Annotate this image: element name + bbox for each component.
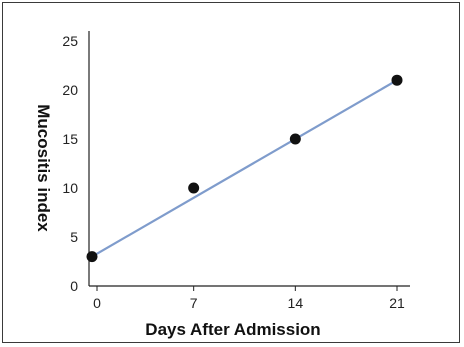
- x-axis-title: Days After Admission: [145, 320, 320, 339]
- data-point: [86, 251, 98, 263]
- data-point: [289, 133, 301, 145]
- y-tick-label: 10: [62, 180, 78, 196]
- y-tick-label: 15: [62, 131, 78, 147]
- data-point: [188, 182, 200, 194]
- trend-line: [91, 79, 398, 258]
- x-tick-label: 14: [288, 295, 304, 311]
- data-points: [86, 74, 403, 263]
- y-axis-title: Mucositis index: [34, 104, 53, 232]
- x-tick-group: 0 7 14 21: [93, 286, 405, 311]
- y-tick-label: 20: [62, 82, 78, 98]
- x-tick-label: 21: [389, 295, 405, 311]
- y-tick-label: 0: [70, 278, 78, 294]
- y-tick-group: 0 5 10 15 20 25: [62, 33, 78, 294]
- y-tick-label: 5: [70, 229, 78, 245]
- y-tick-label: 25: [62, 33, 78, 49]
- x-tick-label: 7: [190, 295, 198, 311]
- x-tick-label: 0: [93, 295, 101, 311]
- data-point: [391, 74, 403, 86]
- axes-group: [88, 31, 410, 287]
